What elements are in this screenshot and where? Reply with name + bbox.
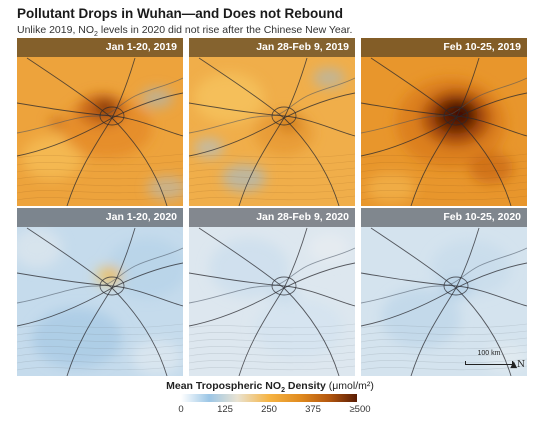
panel-label: Feb 10-25, 2019 — [361, 38, 527, 57]
north-arrow-icon: ▲N — [510, 360, 525, 370]
north-arrow-label: N — [517, 360, 525, 370]
map-grid: Jan 1-20, 2019 Jan 28-Feb 9, 2019 Feb 10… — [17, 38, 527, 376]
no2-map — [17, 38, 183, 206]
legend-tick: 250 — [261, 404, 277, 415]
legend-tick: 125 — [217, 404, 233, 415]
no2-map — [189, 38, 355, 206]
legend-tick: ≥500 — [349, 404, 371, 415]
no2-map — [361, 38, 527, 206]
legend-unit: (μmol/m²) — [328, 380, 374, 392]
map-panel-lny-2020: Jan 28-Feb 9, 2020 — [189, 208, 355, 376]
map-panel-jan-2019: Jan 1-20, 2019 — [17, 38, 183, 206]
panel-label: Jan 28-Feb 9, 2019 — [189, 38, 355, 57]
no2-map — [361, 208, 527, 376]
scale-bar-label: 100 km — [477, 350, 501, 357]
legend-tick: 0 — [178, 404, 184, 415]
page-subtitle: Unlike 2019, NO2 levels in 2020 did not … — [17, 24, 353, 39]
scale-bar: 100 km — [465, 350, 513, 365]
scale-bar-line — [465, 361, 513, 365]
panel-label: Feb 10-25, 2020 — [361, 208, 527, 227]
legend-title: Mean Tropospheric NO2 Density (μmol/m²) — [166, 380, 374, 395]
panel-label: Jan 1-20, 2020 — [17, 208, 183, 227]
map-panel-feb-2020: Feb 10-25, 2020 100 km ▲N — [361, 208, 527, 376]
legend-tick: 375 — [305, 404, 321, 415]
no2-map — [189, 208, 355, 376]
panel-label: Jan 28-Feb 9, 2020 — [189, 208, 355, 227]
map-panel-lny-2019: Jan 28-Feb 9, 2019 — [189, 38, 355, 206]
page-title: Pollutant Drops in Wuhan—and Does not Re… — [17, 6, 343, 21]
map-panel-jan-2020: Jan 1-20, 2020 — [17, 208, 183, 376]
no2-map — [17, 208, 183, 376]
map-panel-feb-2019: Feb 10-25, 2019 — [361, 38, 527, 206]
legend-color-bar — [181, 394, 357, 402]
panel-label: Jan 1-20, 2019 — [17, 38, 183, 57]
